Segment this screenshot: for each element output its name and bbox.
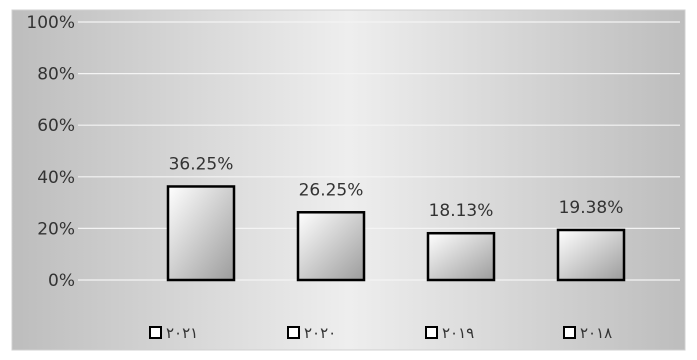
y-tick-label: 60% [37, 116, 75, 136]
bar [426, 231, 496, 282]
bar [556, 228, 626, 282]
data-label: 19.38% [559, 198, 624, 218]
legend-label: ٢٠١٨ [580, 324, 612, 342]
legend-swatch [287, 326, 300, 339]
plot-background [11, 9, 686, 351]
legend-swatch [149, 326, 162, 339]
y-tick-label: 100% [26, 13, 75, 33]
legend-label: ٢٠١٩ [442, 324, 474, 342]
legend-swatch [563, 326, 576, 339]
y-tick-label: 20% [37, 219, 75, 239]
y-tick-label: 80% [37, 65, 75, 85]
legend-label: ٢٠٢٠ [304, 324, 336, 342]
data-label: 26.25% [299, 180, 364, 200]
bar [296, 211, 366, 282]
y-tick-label: 0% [48, 271, 75, 291]
legend-swatch [425, 326, 438, 339]
data-label: 18.13% [429, 201, 494, 221]
y-tick-label: 40% [37, 168, 75, 188]
bars-layer: 36.25% 26.25% 18.13% 19.38% [166, 154, 626, 282]
legend-label: ٢٠٢١ [166, 324, 198, 342]
legend: ٢٠٢١ ٢٠٢٠ ٢٠١٩ ٢٠١٨ [149, 324, 612, 342]
bar [166, 185, 236, 282]
data-label: 36.25% [169, 154, 234, 174]
